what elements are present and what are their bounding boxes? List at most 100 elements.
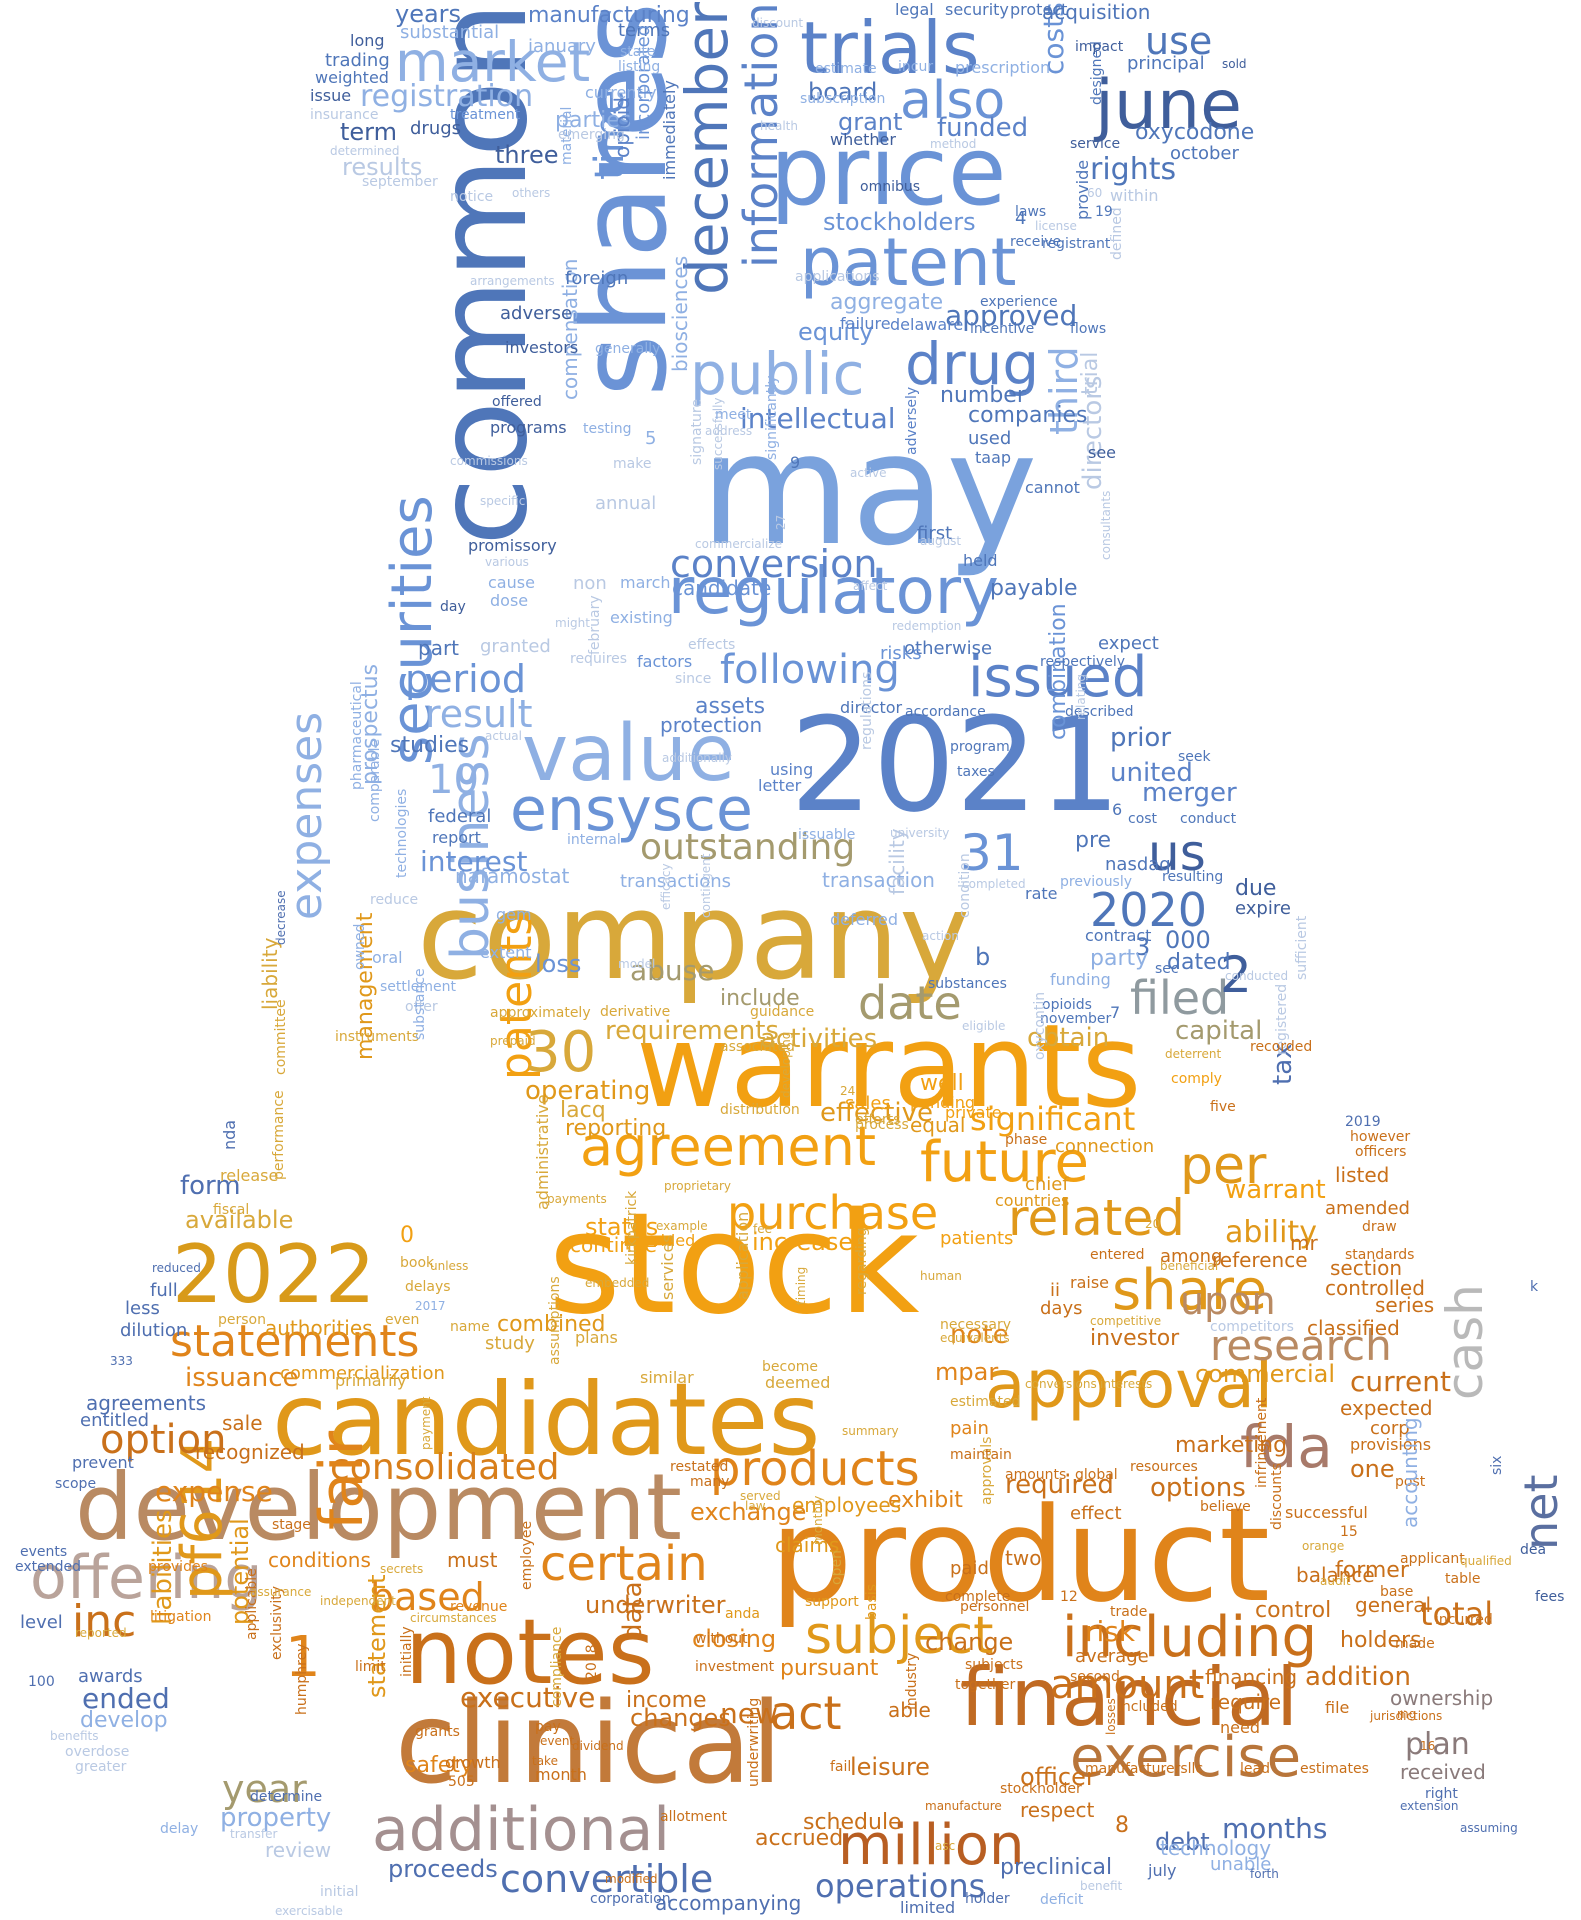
- word-ownership: ownership: [1390, 1686, 1494, 1710]
- word-conduct: conduct: [1180, 811, 1237, 827]
- word-following: following: [720, 647, 900, 693]
- word-license: license: [1035, 219, 1077, 233]
- word-beneficial: beneficial: [1160, 1259, 1219, 1273]
- word-officer: officer: [1020, 1763, 1096, 1791]
- word-cause: cause: [488, 573, 535, 592]
- word-part: part: [418, 636, 460, 660]
- word-parties: parties: [555, 108, 632, 133]
- word-mr: mr: [1290, 1231, 1318, 1255]
- word-assets: assets: [695, 694, 766, 719]
- word-0: 0: [400, 1223, 414, 1248]
- word-event: event: [540, 1734, 575, 1748]
- word-assuming: assuming: [1460, 1821, 1518, 1835]
- word-omnibus: omnibus: [860, 179, 921, 195]
- word-november: november: [1040, 1011, 1112, 1027]
- word-discount: discount: [752, 16, 804, 30]
- word-30: 30: [525, 1020, 597, 1085]
- word-deferred: deferred: [830, 910, 898, 929]
- word-period: period: [405, 657, 527, 701]
- word-increase: increase: [752, 1228, 854, 1256]
- word-person: person: [218, 1312, 266, 1328]
- word-base: base: [1380, 1584, 1414, 1600]
- word-method: method: [930, 137, 977, 151]
- word-reference: reference: [1212, 1248, 1308, 1272]
- word-estimate: estimate: [815, 61, 877, 77]
- word-100: 100: [28, 1674, 55, 1690]
- word-might: might: [555, 616, 590, 630]
- word-assurance: assurance: [250, 1585, 312, 1599]
- word-holder: holder: [965, 1891, 1010, 1907]
- word-plan: plan: [1405, 1727, 1470, 1762]
- word-total: total: [1420, 1595, 1494, 1633]
- word-interests: interests: [1100, 1377, 1153, 1391]
- word-applications: applications: [795, 269, 880, 285]
- word-technologies: technologies: [394, 788, 410, 878]
- word-registration: registration: [360, 79, 534, 114]
- word-monthly: monthly: [811, 1495, 825, 1545]
- word-served: served: [740, 1489, 781, 1503]
- word-timing: timing: [794, 1266, 808, 1305]
- word-standards: standards: [1345, 1247, 1415, 1263]
- word-conducted: conducted: [1225, 969, 1289, 983]
- word-model: model: [618, 957, 656, 971]
- word-new: new: [720, 1697, 778, 1730]
- word-second: second: [1070, 1669, 1120, 1685]
- word-comply: comply: [1171, 1071, 1222, 1087]
- word-less: less: [125, 1298, 160, 1319]
- word-commissions: commissions: [450, 454, 528, 468]
- word-public: public: [690, 340, 865, 408]
- word-preclinical: preclinical: [1000, 1855, 1113, 1880]
- word-grant: grant: [838, 108, 903, 136]
- word-many: many: [690, 1474, 730, 1490]
- word-2021: 2021: [790, 689, 1121, 841]
- word-regulatory: regulatory: [668, 555, 999, 629]
- word-study: study: [485, 1333, 535, 1354]
- word-recorded: recorded: [1250, 1039, 1313, 1055]
- word-awards: awards: [78, 1666, 143, 1687]
- word-events: events: [20, 1544, 68, 1560]
- word-process: process: [855, 1117, 909, 1133]
- word-cost: cost: [1128, 811, 1158, 827]
- word-24: 24: [840, 1084, 856, 1098]
- word-control: control: [1255, 1598, 1332, 1623]
- word-contingent: contingent: [699, 853, 713, 919]
- word-promissory: promissory: [468, 536, 557, 555]
- word-limited: limited: [900, 1898, 956, 1917]
- word-respectively: respectively: [1040, 654, 1126, 670]
- word-services: services: [658, 1234, 677, 1300]
- word-industry: industry: [904, 1652, 920, 1710]
- word-first: first: [917, 523, 953, 544]
- word-failure: failure: [840, 314, 891, 333]
- word-consultants: consultants: [1099, 490, 1113, 560]
- word-20: 20: [1145, 1217, 1161, 1231]
- word-section: section: [1330, 1256, 1403, 1280]
- word-combined: combined: [497, 1312, 606, 1337]
- word-result: result: [425, 692, 533, 736]
- word-treatment: treatment: [450, 107, 521, 123]
- word-information: information: [734, 2, 788, 268]
- word-risks: risks: [880, 643, 922, 664]
- word-pre: pre: [1075, 828, 1112, 853]
- word-relating: relating: [1074, 673, 1088, 720]
- word-trials: trials: [800, 6, 980, 90]
- word-dilution: dilution: [120, 1320, 188, 1341]
- word-k: k: [1530, 1279, 1539, 1295]
- word-agreement: agreement: [580, 1115, 877, 1178]
- word-commercial: commercial: [1195, 1360, 1335, 1388]
- word-provides: provides: [148, 1559, 208, 1575]
- word-drugs: drugs: [410, 118, 462, 139]
- word-need: need: [1220, 1718, 1260, 1737]
- word-significant: significant: [970, 1100, 1136, 1138]
- word-september: september: [362, 174, 438, 190]
- word-respect: respect: [1020, 1798, 1095, 1822]
- word-average: average: [1075, 1646, 1149, 1667]
- word-approved: approved: [945, 299, 1078, 332]
- word-acquisition: acquisition: [1042, 0, 1151, 24]
- word-closing: closing: [692, 1625, 777, 1653]
- word-phase: phase: [1005, 1132, 1048, 1148]
- word-extended: extended: [15, 1559, 82, 1575]
- word-year: year: [222, 1767, 307, 1811]
- word-pending: pending: [910, 1093, 976, 1112]
- word-manufacturing: manufacturing: [528, 3, 690, 28]
